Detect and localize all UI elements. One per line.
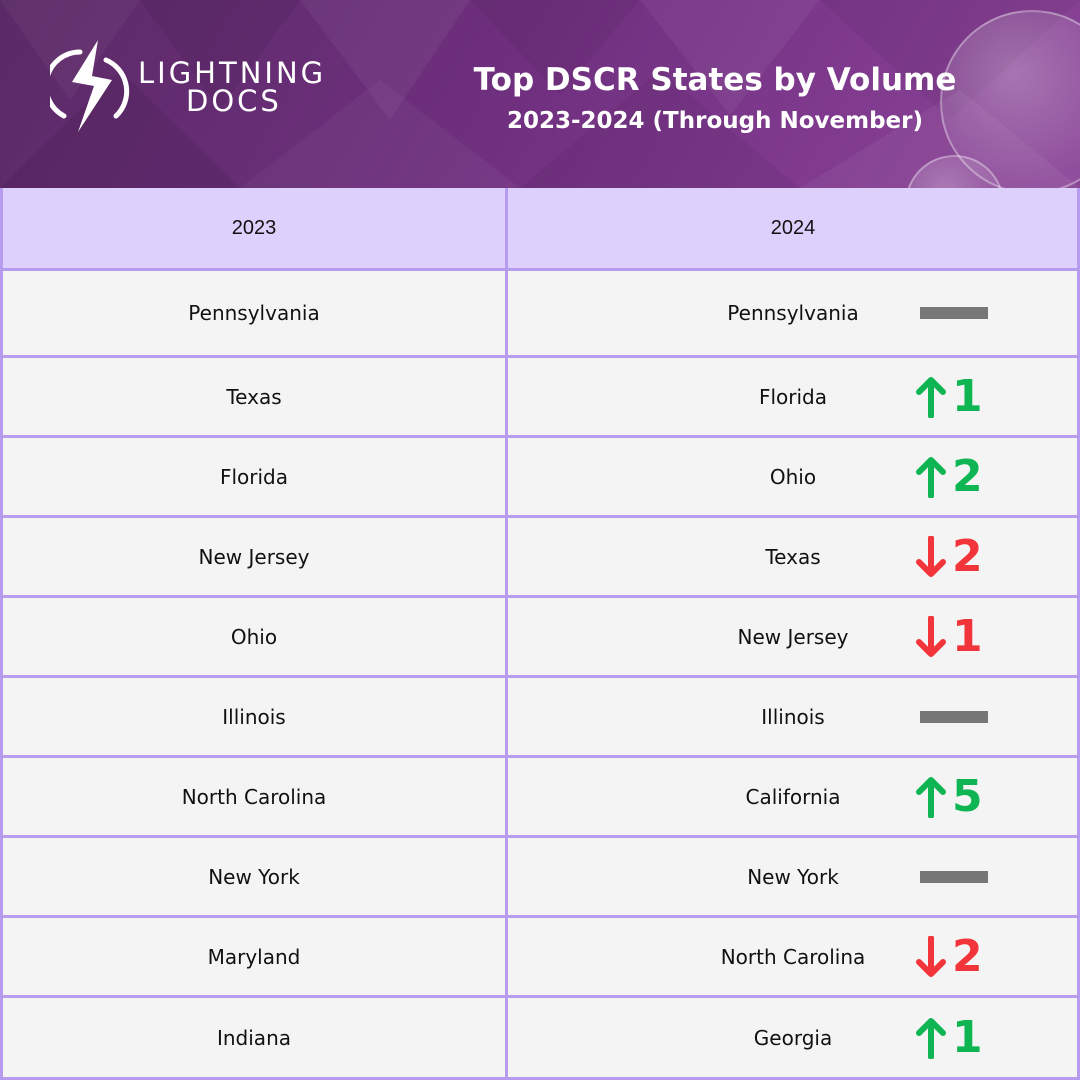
rank-change xyxy=(916,271,1036,355)
rank-change-value: 1 xyxy=(952,370,983,422)
cell-2023: New York xyxy=(0,838,508,918)
state-2024: Georgia xyxy=(753,1025,833,1050)
cell-2023: Florida xyxy=(0,438,508,518)
state-2023: Texas xyxy=(226,384,282,409)
state-2023: North Carolina xyxy=(181,784,327,809)
arrow-down-icon xyxy=(916,935,946,977)
header-banner: LIGHTNING DOCS Top DSCR States by Volume… xyxy=(0,0,1080,188)
brand-name-line1: LIGHTNING xyxy=(138,56,327,90)
arrow-up-icon xyxy=(916,776,946,818)
no-change-dash-icon xyxy=(920,307,988,319)
table-row: North Carolina California 5 xyxy=(0,758,1080,838)
cell-2024: Texas 2 xyxy=(508,518,1080,598)
cell-2023: Maryland xyxy=(0,918,508,998)
rank-change-value: 5 xyxy=(952,770,983,822)
table-header-row: 2023 2024 xyxy=(0,188,1080,271)
state-2023: Maryland xyxy=(207,944,301,969)
rank-change: 5 xyxy=(916,758,1036,835)
table-row: New York New York xyxy=(0,838,1080,918)
rank-change: 2 xyxy=(916,918,1036,995)
arrow-up-icon xyxy=(916,376,946,418)
rank-change-value: 2 xyxy=(952,530,983,582)
rank-change-value: 1 xyxy=(952,1011,983,1063)
no-change-dash-icon xyxy=(920,870,988,883)
cell-2024: New York xyxy=(508,838,1080,918)
column-header-label: 2024 xyxy=(770,216,816,239)
column-header-2024: 2024 xyxy=(508,188,1080,271)
arrow-down-icon xyxy=(916,615,946,657)
table-row: Maryland North Carolina 2 xyxy=(0,918,1080,998)
cell-2023: Illinois xyxy=(0,678,508,758)
cell-2023: New Jersey xyxy=(0,518,508,598)
cell-2024: Florida 1 xyxy=(508,358,1080,438)
rank-change: 1 xyxy=(916,998,1036,1077)
table-row: Indiana Georgia 1 xyxy=(0,998,1080,1080)
table-row: Florida Ohio 2 xyxy=(0,438,1080,518)
state-2024: Florida xyxy=(758,384,828,409)
cell-2024: Illinois xyxy=(508,678,1080,758)
state-2024: Ohio xyxy=(769,464,817,489)
arrow-up-icon xyxy=(916,1017,946,1059)
rank-change xyxy=(916,678,1036,755)
arrow-down-icon xyxy=(916,535,946,577)
rank-change: 2 xyxy=(916,518,1036,595)
lightning-logo-icon xyxy=(50,40,130,132)
state-2023: Illinois xyxy=(222,704,286,729)
ranking-table: 2023 2024 Pennsylvania Pennsylvania Texas F… xyxy=(0,188,1080,1080)
state-2023: Pennsylvania xyxy=(188,301,320,325)
cell-2024: Pennsylvania xyxy=(508,271,1080,358)
rank-change xyxy=(916,838,1036,915)
state-2023: New Jersey xyxy=(198,544,310,569)
state-2023: Florida xyxy=(219,464,289,489)
state-2024: Texas xyxy=(765,544,821,569)
state-2024: North Carolina xyxy=(720,944,866,969)
cell-2024: California 5 xyxy=(508,758,1080,838)
rank-change-value: 2 xyxy=(952,450,983,502)
table-row: Pennsylvania Pennsylvania xyxy=(0,271,1080,358)
state-2024: California xyxy=(745,784,841,809)
table-row: Ohio New Jersey 1 xyxy=(0,598,1080,678)
rank-change: 1 xyxy=(916,358,1036,435)
column-header-2023: 2023 xyxy=(0,188,508,271)
brand-name-line2: DOCS xyxy=(186,84,282,118)
cell-2023: North Carolina xyxy=(0,758,508,838)
state-2024: New Jersey xyxy=(737,624,849,649)
cell-2023: Pennsylvania xyxy=(0,271,508,358)
rank-change: 2 xyxy=(916,438,1036,515)
state-2023: New York xyxy=(208,864,300,889)
cell-2024: Ohio 2 xyxy=(508,438,1080,518)
state-2024: New York xyxy=(747,864,839,889)
cell-2023: Ohio xyxy=(0,598,508,678)
table-row: Texas Florida 1 xyxy=(0,358,1080,438)
table-row: New Jersey Texas 2 xyxy=(0,518,1080,598)
rank-change-value: 1 xyxy=(952,610,983,662)
cell-2024: New Jersey 1 xyxy=(508,598,1080,678)
column-header-label: 2023 xyxy=(231,216,277,239)
state-2023: Ohio xyxy=(230,624,278,649)
cell-2024: North Carolina 2 xyxy=(508,918,1080,998)
cell-2023: Texas xyxy=(0,358,508,438)
chart-subtitle: 2023-2024 (Through November) xyxy=(506,108,924,134)
table-row: Illinois Illinois xyxy=(0,678,1080,758)
state-2024: Illinois xyxy=(761,704,825,729)
state-2024: Pennsylvania xyxy=(727,301,859,325)
arrow-up-icon xyxy=(916,456,946,498)
cell-2024: Georgia 1 xyxy=(508,998,1080,1080)
cell-2023: Indiana xyxy=(0,998,508,1080)
rank-change-value: 2 xyxy=(952,930,983,982)
rank-change: 1 xyxy=(916,598,1036,675)
state-2023: Indiana xyxy=(216,1025,291,1050)
no-change-dash-icon xyxy=(920,710,988,723)
chart-title: Top DSCR States by Volume xyxy=(473,62,957,98)
